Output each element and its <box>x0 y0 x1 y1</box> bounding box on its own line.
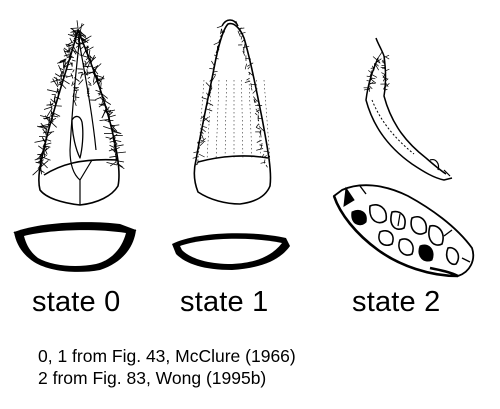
state-1-bract-drawing <box>193 19 272 205</box>
state-2-hairs <box>363 51 390 92</box>
state-2-bract-drawing <box>365 37 453 181</box>
state-0-label: state 0 <box>32 286 121 318</box>
state-0-bract-drawing <box>38 29 120 206</box>
state-1-hairs <box>192 20 269 168</box>
state-1-cross-section <box>172 233 290 270</box>
state-2-cross-section <box>332 184 475 278</box>
caption-line-2: 2 from Fig. 83, Wong (1995b) <box>38 368 267 388</box>
state-1-striations <box>197 79 271 161</box>
caption-line-1: 0, 1 from Fig. 43, McClure (1966) <box>38 346 296 366</box>
state-0-hairs <box>32 20 126 176</box>
state-2-label: state 2 <box>352 286 441 318</box>
state-0-cross-section <box>13 222 137 272</box>
state-1-label: state 1 <box>180 286 269 318</box>
